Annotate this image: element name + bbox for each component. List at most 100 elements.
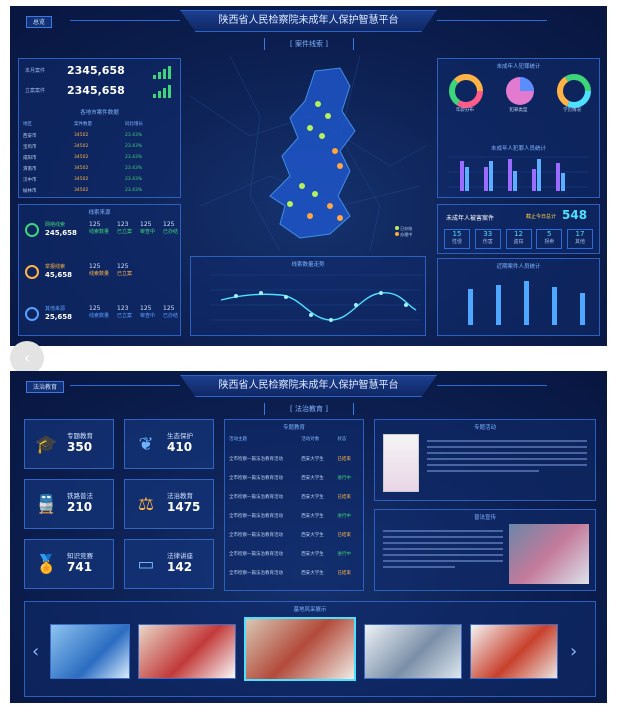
table-row[interactable]: 渭南市 34502 23.43% [23,166,143,172]
map-svg [189,55,427,252]
network-icon [25,223,39,237]
card-topic-education[interactable]: 🎓 专题教育 350 [24,419,114,469]
source-cells-3: 125 线索数量 123 已立案 125 审查中 125 已办结 [89,305,179,319]
table-row[interactable]: 榆林市 34502 23.43% [23,188,143,194]
card-label: 铁路普法 [67,492,93,500]
bar-chart-title: 未成年人犯罪人员统计 [490,146,546,152]
topic-table-title: 专题教育 [282,425,305,431]
card-law-education[interactable]: ⚖ 法治教育 1475 [124,479,214,529]
stats-panel: 本月案件 2345,658 立案案件 2345,658 各地市案件数据 地区 案… [18,58,181,198]
stats-donut-panel: 未成年人犯罪统计 年龄分布 犯罪类型 学历情况 未成年人犯罪人员统计 [437,58,600,198]
stat-value-2: 2345,658 [67,84,125,97]
activity-title: 专题活动 [473,425,496,431]
topic-table-header: 活动主题 活动对象 状态 [229,436,347,442]
table-row[interactable]: 全市检察一篇法治教育活动 西安大学生 进行中 [229,551,351,557]
nav-tag[interactable]: 总览 [26,16,53,28]
line-chart-title: 线索数量走势 [291,262,325,268]
card-railway-law[interactable]: 🚆 铁路普法 210 [24,479,114,529]
card-label: 法律讲座 [167,552,193,560]
card-value: 142 [167,560,193,574]
table-row[interactable]: 全市检察一篇法治教育活动 西安大学生 已结束 [229,532,351,538]
table-row[interactable]: 全市检察一篇法治教育活动 西安大学生 已结束 [229,494,351,500]
donut-labels: 年龄分布 犯罪类型 学历情况 [455,108,582,113]
gallery-thumb-2[interactable] [138,624,236,679]
nav-tag[interactable]: 法治教育 [26,381,65,393]
map-markers [287,101,343,221]
table-row[interactable]: 西安市 34502 23.43% [23,133,143,139]
card-knowledge-contest[interactable]: 🏅 知识竞赛 741 [24,539,114,589]
header-line-left [70,385,180,386]
case-total-value: 548 [562,208,588,222]
source-value-1: 245,658 [45,229,77,237]
gallery-next-button[interactable]: › [570,641,578,662]
stat-value-1: 2345,658 [67,64,125,77]
gallery-thumb-4[interactable] [364,624,462,679]
card-value: 741 [67,560,93,574]
map-legend: 已办结 办理中 [395,226,412,238]
rank-table-title: 各地市案件数据 [80,110,119,116]
activity-panel: 专题活动 [374,419,596,501]
page-title: 陕西省人民检察院未成年人保护智慧平台 [180,10,437,32]
table-row[interactable]: 汉中市 34502 23.43% [23,177,143,183]
recent-bar-panel: 近期案件人员统计 [437,258,600,336]
case-cells: 15 性侵 33 伤害 12 盗窃 5 拐卖 17 其他 [444,229,593,249]
publicity-photo [509,524,589,584]
table-row[interactable]: 全市检察一篇法治教育活动 西安大学生 进行中 [229,475,351,481]
donut-panel-title: 未成年人犯罪统计 [496,64,541,70]
gallery-thumb-3-active[interactable] [244,617,356,681]
gallery-thumb-1[interactable] [50,624,130,679]
table-row[interactable]: 全市检察一篇法治教育活动 西安大学生 已结束 [229,456,351,462]
publicity-title: 普法宣传 [473,515,496,521]
monitor-icon: ▭ [137,554,155,575]
trend-line-panel: 线索数量走势 [190,256,426,336]
source-label-2: 举报线索 [45,264,66,270]
train-icon: 🚆 [35,494,58,515]
source-cells-2: 125 线索数量 125 已立案 [89,263,133,277]
table-row[interactable]: 全市检察一篇法治教育活动 西安大学生 进行中 [229,513,351,519]
activity-poster-image [383,434,419,492]
other-source-icon [25,307,39,321]
card-law-lecture[interactable]: ▭ 法律讲座 142 [124,539,214,589]
topic-table-panel: 专题教育 活动主题 活动对象 状态 全市检察一篇法治教育活动 西安大学生 已结束 全市检… [224,419,364,591]
source-panel-title: 线索来源 [88,210,111,216]
table-row[interactable]: 咸阳市 34502 23.43% [23,155,143,161]
card-value: 350 [67,440,93,454]
activity-text-lines [427,436,587,476]
header-growth: 同比增长 [125,121,143,127]
publicity-text-lines [383,526,503,572]
donut-charts [449,74,591,108]
publicity-panel: 普法宣传 [374,509,596,591]
dashboard-screen-overview: 总览 陕西省人民检察院未成年人保护智慧平台 [ 案件线索 ] 本月案件 2345… [10,6,607,346]
trend-line-chart [211,274,421,322]
dashboard-screen-education: 法治教育 陕西省人民检察院未成年人保护智慧平台 [ 法治教育 ] 🎓 专题教育 … [10,371,607,703]
back-arrow-icon[interactable]: ‹ [10,341,44,375]
table-row[interactable]: 全市检察一篇法治教育活动 西安大学生 已结束 [229,570,351,576]
card-ecology[interactable]: ❦ 生态保护 410 [124,419,214,469]
source-value-3: 25,658 [45,313,73,321]
scales-icon: ⚖ [137,494,155,515]
graduation-cap-icon: 🎓 [35,434,58,455]
recent-bar-title: 近期案件人员统计 [496,264,541,270]
section-subtitle: [ 法治教育 ] [264,403,354,415]
section-subtitle: [ 案件线索 ] [264,38,354,50]
card-label: 知识竞赛 [67,552,93,560]
gallery-prev-button[interactable]: ‹ [32,641,40,662]
card-label: 专题教育 [67,432,93,440]
gallery-thumb-5[interactable] [470,624,558,679]
header-line-right [437,20,547,21]
medal-icon: 🏅 [35,554,58,575]
card-label: 生态保护 [167,432,193,440]
province-map[interactable]: 已办结 办理中 [189,55,427,252]
case-total-label: 未成年人被害案件 [446,215,495,222]
case-summary-panel: 未成年人被害案件 截止今日总计 548 15 性侵 33 伤害 12 盗窃 5 拐卖 1… [437,204,600,254]
header-region: 地区 [23,121,32,127]
card-value: 1475 [167,500,201,514]
table-row[interactable]: 宝鸡市 34502 23.43% [23,144,143,150]
card-label: 法治教育 [167,492,193,500]
source-panel: 线索来源 网络线索 245,658 125 线索数量 123 已立案 125 审查中 … [18,204,181,336]
source-label-3: 其他来源 [45,306,66,312]
recent-bar-chart [468,281,585,325]
card-value: 410 [167,440,193,454]
header-line-left [70,20,180,21]
stat-label-2: 立案案件 [25,88,46,94]
